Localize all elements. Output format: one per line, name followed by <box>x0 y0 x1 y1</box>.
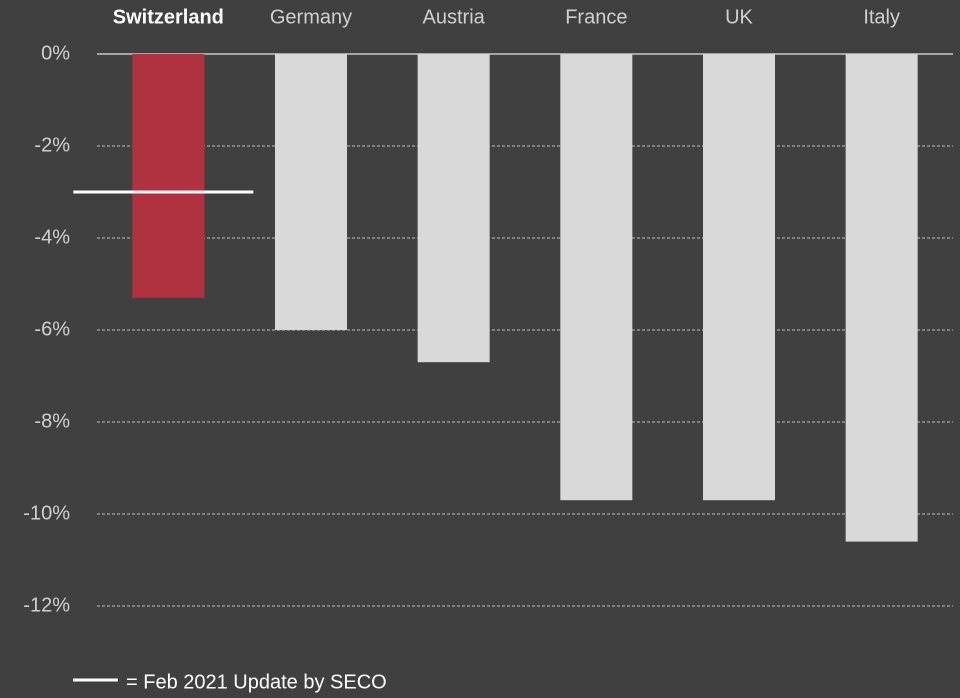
y-tick-label: -10% <box>23 502 70 524</box>
bar <box>845 54 918 542</box>
y-tick-label: -2% <box>34 134 70 156</box>
y-tick-label: -6% <box>34 318 70 340</box>
y-tick-label: -12% <box>23 594 70 616</box>
y-tick-label: 0% <box>41 42 70 64</box>
legend-label: = Feb 2021 Update by SECO <box>126 671 387 693</box>
x-tick-label: Italy <box>863 6 900 28</box>
bar <box>417 54 490 363</box>
bar <box>560 54 633 501</box>
x-tick-label: UK <box>725 6 753 28</box>
x-tick-label: Austria <box>423 6 486 28</box>
x-tick-label: Switzerland <box>113 6 224 28</box>
y-tick-label: -8% <box>34 410 70 432</box>
bar <box>275 54 347 330</box>
x-tick-label: Germany <box>270 6 352 28</box>
bar <box>132 54 205 298</box>
y-tick-label: -4% <box>34 226 70 248</box>
x-tick-label: France <box>565 6 627 28</box>
bar <box>703 54 775 501</box>
